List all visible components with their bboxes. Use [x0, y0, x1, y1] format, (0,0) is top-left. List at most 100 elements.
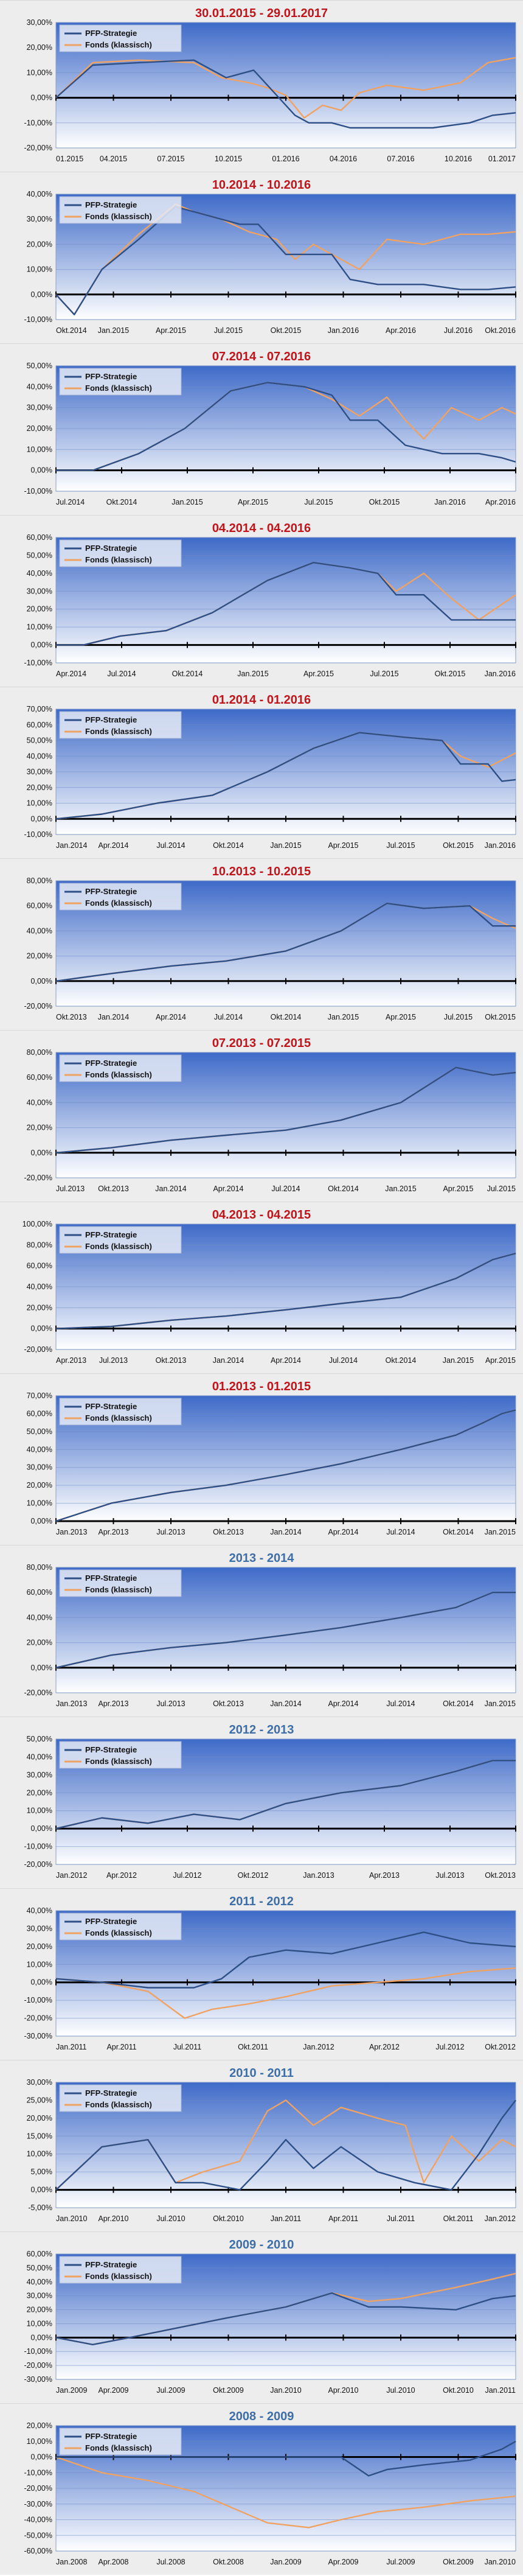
y-tick-label: 40,00% — [27, 569, 52, 578]
x-tick-label: Jul.2014 — [386, 1528, 415, 1536]
x-tick-label: Jul.2009 — [386, 2558, 415, 2566]
y-tick-label: -30,00% — [24, 2032, 52, 2040]
legend-label: Fonds (klassisch) — [85, 898, 152, 908]
x-tick-label: Jul.2012 — [435, 2043, 464, 2051]
y-tick-label: -10,00% — [24, 1996, 52, 2004]
y-tick-label: 60,00% — [27, 1409, 52, 1418]
x-tick-label: Jul.2014 — [329, 1356, 358, 1365]
y-tick-label: -20,00% — [24, 1689, 52, 1697]
y-tick-label: 60,00% — [27, 1073, 52, 1082]
y-tick-label: 30,00% — [27, 1771, 52, 1779]
y-tick-label: -40,00% — [24, 2516, 52, 2524]
x-tick-label: Okt.2013 — [213, 1699, 244, 1708]
y-tick-label: 50,00% — [27, 1735, 52, 1743]
legend-box — [59, 1054, 182, 1082]
x-tick-label: Jul.2013 — [56, 1185, 85, 1193]
x-tick-label: 04.2016 — [330, 155, 357, 163]
x-tick-label: Okt.2014 — [213, 841, 244, 850]
x-tick-label: Okt.2014 — [328, 1185, 359, 1193]
series-line-pfp-strategie — [56, 382, 516, 471]
chart-panel: 30.01.2015 - 29.01.2017 30,00% 20,00% 10,00… — [0, 0, 523, 172]
chart-title: 2009 - 2010 — [229, 2238, 294, 2252]
x-tick-label: Jan.2014 — [270, 1699, 301, 1708]
y-tick-label: 50,00% — [27, 737, 52, 745]
series-line-pfp-strategie — [55, 2292, 516, 2345]
y-tick-label: 60,00% — [27, 721, 52, 729]
legend-label: PFP-Strategie — [85, 200, 137, 209]
x-tick-label: Jul.2015 — [444, 1013, 473, 1021]
y-tick-label: 70,00% — [27, 705, 52, 713]
line-chart: 80,00% 60,00% 40,00% 20,00% 0,00% -20,00% Jul.… — [24, 1048, 516, 1193]
x-tick-label: 01.2017 — [488, 155, 516, 163]
y-tick-label: -10,00% — [24, 2468, 52, 2477]
y-tick-label: 20,00% — [27, 1124, 52, 1132]
y-tick-label: 10,00% — [27, 445, 52, 453]
line-chart: 80,00% 60,00% 40,00% 20,00% 0,00% -20,00% Jan.… — [24, 1563, 516, 1708]
chart-title: 2010 - 2011 — [229, 2067, 294, 2080]
x-tick-label: 07.2015 — [157, 155, 184, 163]
y-tick-label: -5,00% — [28, 2203, 52, 2212]
y-tick-label: -50,00% — [24, 2531, 52, 2539]
legend-box — [59, 2427, 182, 2455]
y-tick-label: 30,00% — [27, 587, 52, 595]
y-tick-label: 70,00% — [27, 1391, 52, 1400]
y-tick-label: 0,00% — [31, 290, 52, 299]
y-tick-label: 0,00% — [31, 2333, 52, 2342]
legend-label: PFP-Strategie — [85, 1917, 137, 1926]
x-tick-label: Jan.2012 — [485, 2214, 516, 2223]
x-tick-label: Okt.2014 — [106, 498, 137, 506]
legend-box — [59, 2084, 182, 2112]
y-tick-label: 80,00% — [27, 1241, 52, 1249]
legend-label: PFP-Strategie — [85, 544, 137, 553]
legend-box — [59, 2256, 182, 2284]
x-tick-label: Okt.2011 — [238, 2043, 268, 2051]
x-tick-label: 10.2015 — [215, 155, 242, 163]
x-tick-label: Jul.2011 — [173, 2043, 201, 2051]
y-tick-label: -20,00% — [24, 1860, 52, 1869]
x-tick-label: Apr.2013 — [98, 1528, 128, 1536]
x-tick-label: Apr.2015 — [386, 1013, 416, 1021]
y-tick-label: 10,00% — [27, 2319, 52, 2328]
y-tick-label: 10,00% — [27, 265, 52, 274]
y-tick-label: 50,00% — [27, 551, 52, 559]
chart-panel: 10.2013 - 10.2015 80,00% 60,00% 40,00% 20,00… — [0, 858, 523, 1030]
legend-label: Fonds (klassisch) — [85, 2272, 152, 2281]
line-chart: 50,00% 40,00% 30,00% 20,00% 10,00% 0,00% -10,0… — [24, 1735, 516, 1880]
series-line-pfp-strategie — [55, 1409, 516, 1522]
legend-box — [59, 1569, 182, 1597]
line-chart: 70,00% 60,00% 50,00% 40,00% 30,00% 20,00% 10,0… — [24, 705, 516, 850]
series-line-pfp-strategie — [55, 1252, 516, 1329]
x-tick-label: Jul.2014 — [214, 1013, 243, 1021]
x-tick-label: Jan.2016 — [434, 498, 465, 506]
x-tick-label: Jan.2015 — [171, 498, 203, 506]
x-tick-label: Jan.2014 — [213, 1356, 244, 1365]
y-tick-label: 20,00% — [27, 424, 52, 433]
legend-box — [59, 711, 182, 739]
legend-label: Fonds (klassisch) — [85, 40, 152, 49]
series-line-pfp-strategie — [56, 2440, 516, 2477]
x-tick-label: Apr.2013 — [369, 1871, 400, 1880]
y-tick-label: 20,00% — [27, 1303, 52, 1312]
line-chart: 60,00% 50,00% 40,00% 30,00% 20,00% 10,00% 0,00… — [24, 533, 516, 678]
y-tick-label: -60,00% — [24, 2547, 52, 2555]
chart-panel: 04.2014 - 04.2016 60,00% 50,00% 40,00% 30,00… — [0, 515, 523, 687]
x-tick-label: Apr.2014 — [156, 1013, 186, 1021]
y-tick-label: 60,00% — [27, 533, 52, 542]
y-tick-label: 60,00% — [27, 1588, 52, 1597]
x-tick-label: Apr.2015 — [238, 498, 268, 506]
y-tick-label: 30,00% — [27, 404, 52, 412]
x-tick-label: Jul.2014 — [271, 1185, 300, 1193]
y-tick-label: 30,00% — [27, 1463, 52, 1472]
x-tick-label: Apr.2011 — [328, 2214, 358, 2223]
series-line-pfp-strategie — [55, 59, 516, 129]
chart-panel: 07.2013 - 07.2015 80,00% 60,00% 40,00% 20,00… — [0, 1030, 523, 1202]
y-tick-label: -10,00% — [24, 487, 52, 495]
y-tick-label: 10,00% — [27, 2437, 52, 2446]
x-tick-label: Jan.2009 — [56, 2386, 87, 2395]
series-line-fonds-klassisch — [55, 1967, 516, 2019]
x-tick-label: Okt.2015 — [435, 670, 466, 678]
y-tick-label: -10,00% — [24, 830, 52, 839]
x-tick-label: Jul.2012 — [173, 1871, 201, 1880]
y-tick-label: 0,00% — [31, 94, 52, 102]
x-tick-label: Jan.2015 — [98, 326, 129, 335]
